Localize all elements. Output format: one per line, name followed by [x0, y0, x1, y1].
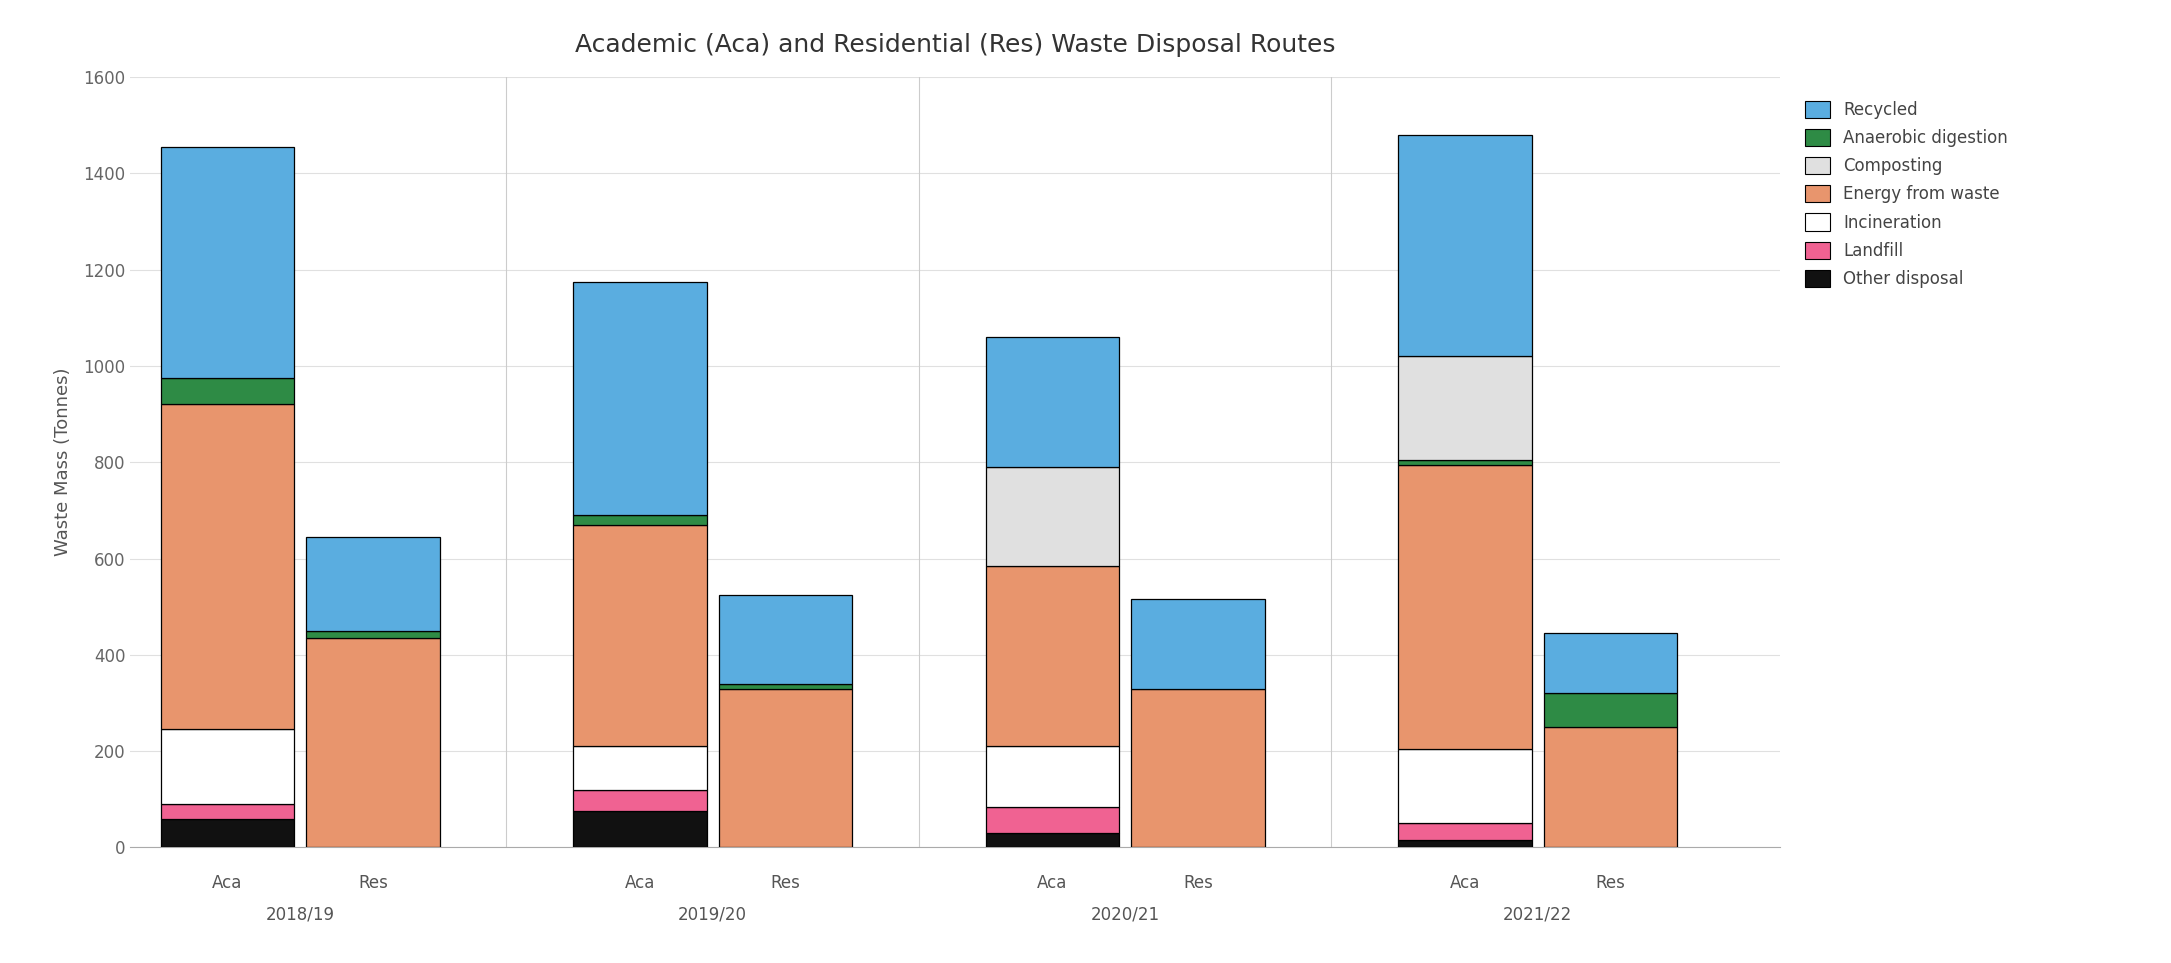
Y-axis label: Waste Mass (Tonnes): Waste Mass (Tonnes) [54, 368, 72, 557]
Bar [719, 689, 851, 847]
Bar [161, 404, 293, 730]
Bar [161, 146, 293, 377]
Bar [986, 807, 1118, 833]
Bar [1131, 689, 1264, 847]
Text: Res: Res [1596, 874, 1626, 892]
Bar [719, 684, 851, 689]
Text: Res: Res [771, 874, 801, 892]
Text: Aca: Aca [1038, 874, 1068, 892]
Bar [161, 804, 293, 819]
Bar [1398, 749, 1531, 823]
Bar [986, 746, 1118, 807]
Title: Academic (Aca) and Residential (Res) Waste Disposal Routes: Academic (Aca) and Residential (Res) Was… [575, 33, 1335, 57]
Bar [161, 377, 293, 404]
Legend: Recycled, Anaerobic digestion, Composting, Energy from waste, Incineration, Land: Recycled, Anaerobic digestion, Compostin… [1804, 101, 2008, 288]
Bar [1544, 727, 1676, 847]
Bar [1544, 693, 1676, 727]
Bar [573, 515, 706, 525]
Text: Aca: Aca [625, 874, 656, 892]
Bar [306, 536, 439, 631]
Text: 2020/21: 2020/21 [1090, 905, 1159, 924]
Bar [1398, 135, 1531, 356]
Bar [306, 631, 439, 638]
Bar [1398, 459, 1531, 464]
Text: 2019/20: 2019/20 [677, 905, 747, 924]
Bar [573, 790, 706, 811]
Bar [573, 811, 706, 847]
Bar [573, 746, 706, 790]
Bar [1398, 464, 1531, 749]
Bar [1398, 840, 1531, 847]
Bar [1398, 356, 1531, 459]
Bar [161, 730, 293, 804]
Bar [573, 525, 706, 746]
Bar [1544, 634, 1676, 693]
Text: Aca: Aca [1450, 874, 1481, 892]
Bar [986, 337, 1118, 467]
Text: Res: Res [1183, 874, 1214, 892]
Bar [1131, 599, 1264, 689]
Text: 2021/22: 2021/22 [1502, 905, 1572, 924]
Bar [986, 833, 1118, 847]
Text: Res: Res [358, 874, 389, 892]
Text: Aca: Aca [213, 874, 243, 892]
Bar [1398, 823, 1531, 840]
Bar [306, 638, 439, 847]
Bar [986, 565, 1118, 746]
Bar [161, 819, 293, 847]
Bar [719, 594, 851, 684]
Bar [986, 467, 1118, 565]
Text: 2018/19: 2018/19 [265, 905, 334, 924]
Bar [573, 281, 706, 515]
